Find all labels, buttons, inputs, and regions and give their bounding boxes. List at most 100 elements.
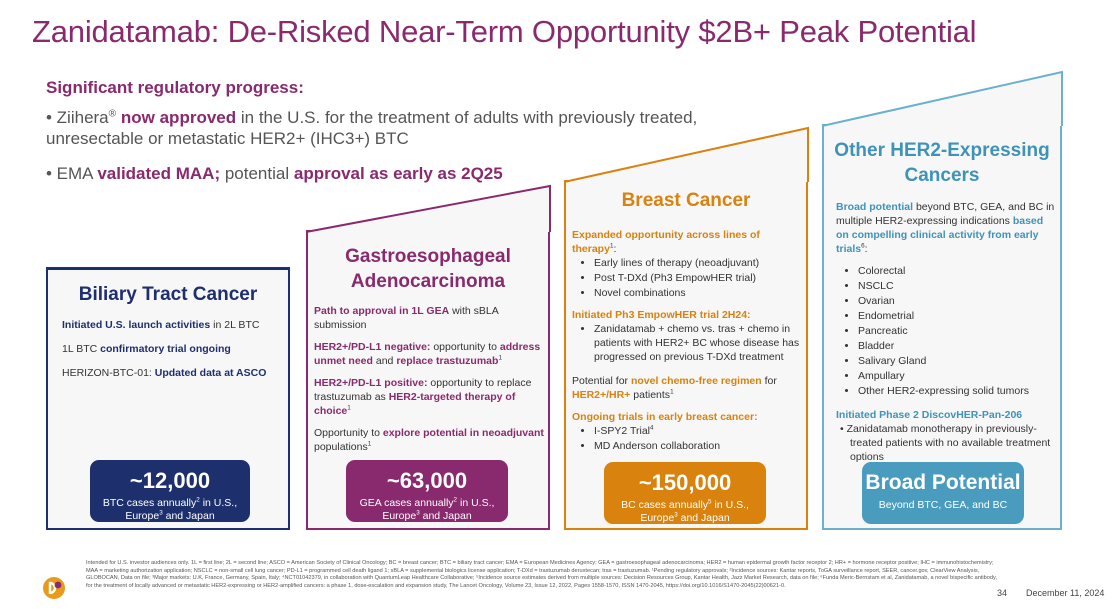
list-item: Colorectal: [858, 264, 1058, 278]
emphasis: Initiated Ph3 EmpowHER trial 2H24:: [572, 309, 751, 321]
card-title: Breast Cancer: [621, 190, 751, 211]
emphasis: Path to approval in 1L GEA: [314, 305, 450, 317]
slant-bc-line: [563, 126, 809, 183]
bullet-list: I-SPY2 Trial4 MD Anderson collaboration: [572, 424, 804, 453]
company-logo-icon: [43, 577, 65, 599]
slide-title: Zanidatamab: De-Risked Near-Term Opportu…: [32, 14, 977, 49]
emphasis: address unmet need: [314, 341, 541, 367]
emphasis: explore potential in neoadjuvant: [382, 427, 544, 439]
list-item: Endometrial: [858, 309, 1058, 323]
card-other-her2: Other HER2-Expressing Cancers Broad poten…: [822, 124, 1062, 530]
title-line: Adenocarcinoma: [350, 271, 506, 292]
text: with sBLA submission: [314, 305, 499, 331]
list-item: Novel combinations: [594, 286, 804, 300]
stat-number: Broad Potential: [865, 471, 1021, 494]
date: December 11, 2024: [1026, 588, 1105, 598]
footnote-ref: 2: [453, 496, 458, 504]
footnote-ref: 3: [159, 509, 163, 517]
stat-box: ~150,000 BC cases annually5 in U.S., Euro…: [604, 462, 766, 524]
list-item: I-SPY2 Trial4: [594, 424, 804, 438]
title-line: Other HER2-Expressing: [834, 140, 1050, 161]
text: in U.S.,: [459, 497, 495, 509]
emphasis: Broad potential: [836, 201, 914, 213]
emphasis: confirmatory trial ongoing: [100, 343, 231, 355]
text: BTC cases annually: [102, 497, 197, 509]
emphasis: Initiated Phase 2 DiscovHER-Pan-206: [836, 409, 1023, 421]
emphasis: Expanded opportunity across lines of the…: [572, 229, 760, 255]
footnote-ref: 1: [670, 388, 674, 396]
bullet-emphasis: approval as early as 2Q25: [293, 164, 503, 183]
card-body: Path to approval in 1L GEA with sBLA sub…: [314, 304, 546, 462]
card-paragraph: Broad potential beyond BTC, GEA, and BC …: [836, 200, 1058, 256]
footnote-ref: 1: [609, 242, 614, 250]
text: and: [375, 355, 394, 367]
emphasis: Initiated U.S. launch activities: [62, 319, 211, 331]
stat-box: ~63,000 GEA cases annually2 in U.S., Euro…: [346, 460, 508, 522]
emphasis: Ongoing trials in early breast cancer:: [572, 411, 758, 423]
footnote-ref: 1: [498, 354, 502, 362]
text: 1L BTC: [62, 343, 98, 355]
list-item: Bladder: [858, 339, 1058, 353]
text: GEA cases annually: [359, 497, 454, 509]
text: opportunity to replace trastuzumab as: [314, 377, 532, 403]
bullet-approval: • Ziihera® now approved in the U.S. for …: [46, 107, 746, 149]
card-body: Initiated U.S. launch activities in 2L B…: [62, 318, 282, 388]
card-paragraph: Opportunity to explore potential in neoa…: [314, 426, 546, 454]
section-heading: Expanded opportunity across lines of the…: [572, 228, 804, 256]
section-heading: Initiated Phase 2 DiscovHER-Pan-206: [836, 408, 1058, 422]
card-gastroesophageal: Gastroesophageal Adenocarcinoma Path to a…: [306, 230, 550, 530]
bullet-ema: • EMA validated MAA; potential approval …: [46, 163, 746, 184]
section-heading: Initiated Ph3 EmpowHER trial 2H24:: [572, 308, 804, 322]
list-item: • Zanidatamab monotherapy in previously-…: [840, 423, 1051, 463]
text: and Japan: [680, 512, 730, 524]
text: Europe: [640, 512, 675, 524]
footnote-ref: 6: [861, 242, 865, 250]
title-line: Gastroesophageal: [345, 246, 511, 267]
bullet-list: • Zanidatamab monotherapy in previously-…: [836, 422, 1058, 464]
card-paragraph: HER2+/PD-L1 negative: opportunity to add…: [314, 340, 546, 368]
card-breast-cancer: Breast Cancer Expanded opportunity acros…: [564, 180, 808, 530]
bullet-list: Colorectal NSCLC Ovarian Endometrial Pan…: [836, 264, 1058, 398]
card-paragraph: Initiated U.S. launch activities in 2L B…: [62, 318, 282, 332]
card-body: Expanded opportunity across lines of the…: [572, 228, 804, 459]
list-item: Zanidatamab + chemo vs. tras + chemo in …: [594, 322, 804, 364]
text: opportunity to: [433, 341, 497, 353]
footnote-ref: 4: [650, 424, 654, 432]
text: in 2L BTC: [213, 319, 260, 331]
registered-mark: ®: [108, 108, 117, 120]
text: patients: [633, 389, 671, 401]
list-item: Early lines of therapy (neoadjuvant): [594, 256, 804, 270]
footnote-ref: 5: [708, 498, 712, 506]
stat-caption: BC cases annually5 in U.S., Europe3 and J…: [604, 499, 766, 525]
text: Potential for: [572, 375, 629, 387]
text: populations: [314, 441, 368, 453]
stat-number: ~63,000: [386, 468, 468, 493]
text: for: [764, 375, 777, 387]
title-line: Cancers: [904, 165, 980, 186]
card-paragraph: Path to approval in 1L GEA with sBLA sub…: [314, 304, 546, 332]
text: :: [613, 243, 617, 255]
card-title: Other HER2-Expressing Cancers: [824, 138, 1060, 188]
stat-caption: GEA cases annually2 in U.S., Europe3 and …: [346, 497, 508, 523]
list-item: Post T-DXd (Ph3 EmpowHER trial): [594, 271, 804, 285]
card-paragraph: 1L BTC confirmatory trial ongoing: [62, 342, 282, 356]
text: and Japan: [165, 510, 215, 522]
emphasis: Updated data at ASCO: [154, 367, 267, 379]
card-paragraph: HER2+/PD-L1 positive: opportunity to rep…: [314, 376, 546, 418]
text: I-SPY2 Trial: [594, 425, 651, 437]
emphasis: replace trastuzumab: [396, 355, 499, 367]
footnote-ref: 1: [367, 440, 372, 448]
bullet-text: in the U.S. for the treatment of adults …: [46, 108, 698, 148]
card-biliary-tract-cancer: Biliary Tract Cancer Initiated U.S. laun…: [46, 268, 290, 530]
list-item: Other HER2-expressing solid tumors: [858, 384, 1058, 398]
footnote-ref: 1: [347, 404, 351, 412]
text: Europe: [125, 510, 160, 522]
emphasis: HER2+/PD-L1 positive:: [314, 377, 428, 389]
emphasis: HER2+/PD-L1 negative:: [314, 341, 431, 353]
card-title: Biliary Tract Cancer: [78, 284, 258, 305]
list-item: NSCLC: [858, 279, 1058, 293]
bullet-list: Zanidatamab + chemo vs. tras + chemo in …: [572, 322, 804, 364]
text: Europe: [382, 510, 417, 522]
list-item: Pancreatic: [858, 324, 1058, 338]
text: :: [864, 243, 868, 255]
